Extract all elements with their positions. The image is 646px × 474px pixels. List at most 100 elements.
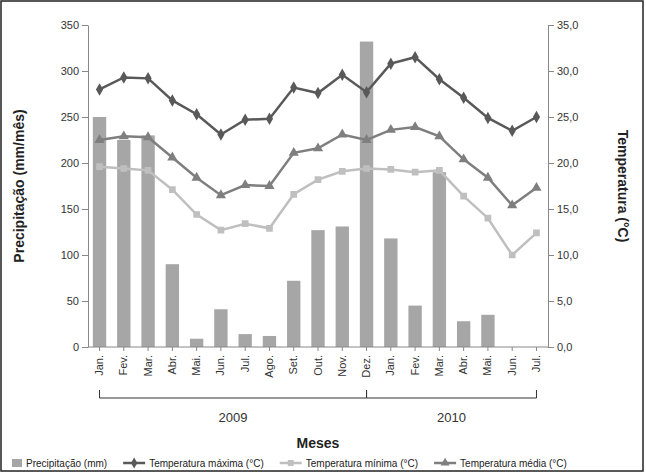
tick: Abr. (457, 347, 469, 375)
axis-line (88, 26, 89, 348)
tick-label: Jul. (239, 355, 251, 372)
tick: 150 (61, 203, 88, 215)
marker (386, 124, 396, 133)
tick-label: Abr. (166, 355, 178, 375)
tick-mark (196, 347, 197, 351)
tick: 350 (61, 19, 88, 31)
tick-label: Out. (312, 355, 324, 376)
legend-swatch (12, 459, 22, 467)
marker (167, 152, 177, 161)
marker (143, 131, 153, 140)
tick-label: 50 (67, 295, 79, 307)
tick: Jul. (530, 347, 542, 372)
tick: Ago. (263, 347, 275, 378)
tick-label: Ago. (263, 355, 275, 378)
plot-area (93, 42, 542, 347)
bar (214, 309, 227, 347)
tick-label: 15,0 (557, 203, 578, 215)
tick-mark (536, 347, 537, 351)
legend-item: Precipitação (mm) (12, 458, 107, 469)
tick: Out. (312, 347, 324, 376)
marker (192, 172, 202, 181)
tick: 250 (61, 111, 88, 123)
legend-item: Temperatura mínima (°C) (280, 458, 418, 469)
marker (483, 172, 493, 181)
tick-mark (82, 347, 88, 348)
marker (144, 72, 151, 84)
tick-mark (82, 71, 88, 72)
legend: Precipitação (mm)Temperatura máxima (°C)… (12, 457, 567, 469)
tick-label: 100 (61, 249, 79, 261)
tick-label: Jul. (530, 355, 542, 372)
tick-label: Fev. (409, 355, 421, 376)
marker (361, 134, 371, 143)
bar (141, 135, 154, 347)
legend-marker (288, 460, 294, 466)
tick-mark (99, 347, 100, 351)
tick: 15,0 (548, 203, 578, 215)
tick-mark (82, 209, 88, 210)
bar (408, 306, 421, 347)
line (100, 127, 537, 205)
marker (266, 113, 273, 125)
legend-marker (441, 458, 450, 466)
tick-label: 150 (61, 203, 79, 215)
marker (531, 182, 541, 191)
tick-label: 300 (61, 65, 79, 77)
group-label: 2009 (219, 410, 248, 425)
marker (460, 91, 467, 103)
legend-label: Precipitação (mm) (26, 458, 107, 469)
marker (120, 165, 127, 172)
tick-label: 0,0 (557, 341, 572, 353)
tick-label: Mai. (190, 355, 202, 376)
y2-axis: 0,05,010,015,020,025,030,035,0 (548, 19, 578, 353)
tick-label: Nov. (336, 355, 348, 377)
tick-mark (82, 25, 88, 26)
x-axis: Jan.Fev.Mar.Abr.Mai.Jun.Jul.Ago.Set.Out.… (88, 347, 548, 378)
tick-label: Dez. (360, 355, 372, 378)
tick-mark (220, 347, 221, 351)
marker (217, 128, 224, 140)
tick-mark (342, 347, 343, 351)
tick: Mai. (481, 347, 493, 376)
tick: Mar. (433, 347, 445, 376)
marker (119, 130, 129, 139)
marker (242, 220, 249, 227)
tick: Fev. (409, 347, 421, 376)
marker (363, 86, 370, 98)
tick: Jan. (93, 347, 105, 376)
bar (433, 172, 446, 347)
tick: 10,0 (548, 249, 578, 261)
bar (481, 315, 494, 347)
marker (339, 168, 346, 175)
bar (117, 140, 130, 347)
tick-label: 0 (73, 341, 79, 353)
tick-label: Jan. (384, 355, 396, 376)
tick-label: Jan. (93, 355, 105, 376)
bar (239, 334, 252, 347)
tick-label: Jun. (506, 355, 518, 376)
x-axis-title: Meses (297, 435, 340, 451)
tick-mark (148, 347, 149, 351)
marker (266, 225, 273, 232)
tick-mark (512, 347, 513, 351)
marker (434, 130, 444, 139)
bar (457, 321, 470, 347)
tick-mark (318, 347, 319, 351)
marker (193, 211, 200, 218)
y-axis: 0 50 100 150 200 250 300 350 (61, 19, 89, 353)
bar (311, 230, 324, 347)
marker (169, 186, 176, 193)
tick-label: 10,0 (557, 249, 578, 261)
tick: 200 (61, 157, 88, 169)
tick: 100 (61, 249, 88, 261)
marker (363, 165, 370, 172)
legend-label: Temperatura mínima (°C) (306, 458, 418, 469)
tick: 300 (61, 65, 88, 77)
marker (387, 57, 394, 69)
marker (313, 142, 323, 151)
chart: 0501001502002503003500,05,010,015,020,02… (0, 0, 646, 474)
marker (459, 153, 469, 162)
tick-mark (82, 117, 88, 118)
tick: 35,0 (548, 19, 578, 31)
